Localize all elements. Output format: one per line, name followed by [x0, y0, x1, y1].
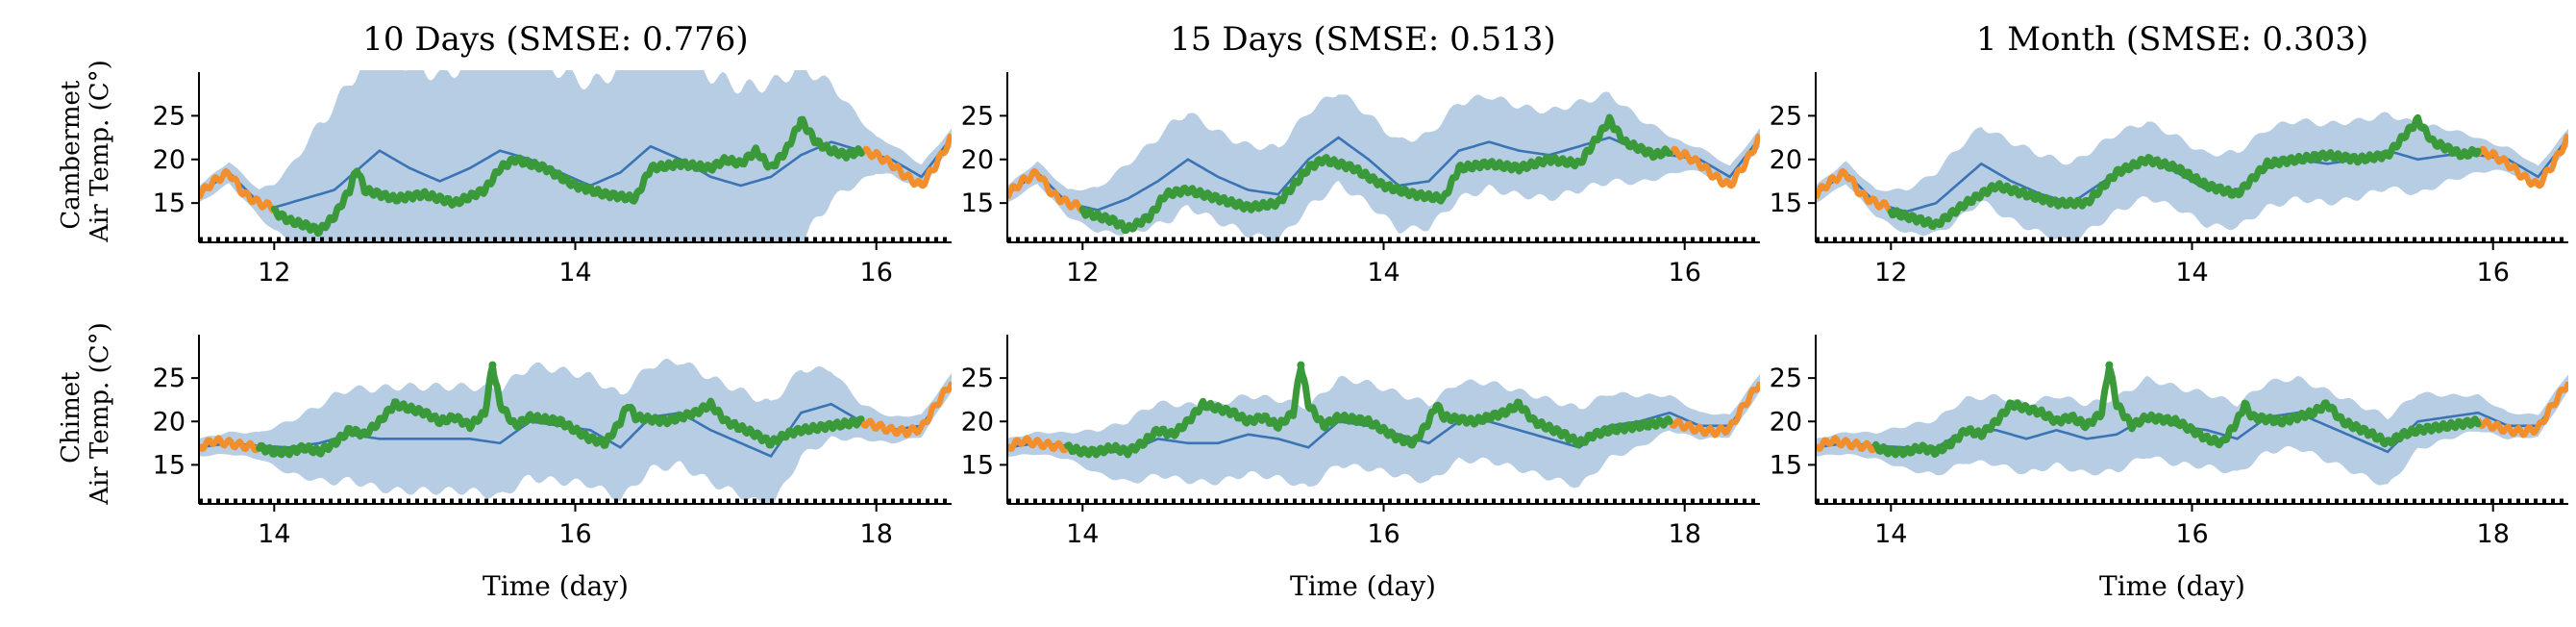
y-tick-label: 20 — [153, 145, 186, 175]
x-axis-label-col1: Time (day) — [483, 570, 629, 602]
observed-context-line — [1007, 435, 1071, 454]
observed-context-line — [1007, 167, 1084, 213]
plot-area — [199, 70, 952, 242]
panel-2: 15 20 25 12 14 16 — [961, 72, 1760, 288]
x-tick-label: 16 — [2175, 519, 2208, 549]
x-axis-label-col2: Time (day) — [1290, 570, 1436, 602]
test-data-line — [1064, 364, 1673, 459]
plot-area — [199, 359, 952, 504]
panel-5: 15 20 25 14 16 18 — [961, 335, 1760, 549]
x-tick-label: 14 — [558, 258, 591, 288]
panel-title-10-days: 10 Days (SMSE: 0.776) — [362, 20, 748, 59]
x-tick-label: 18 — [2477, 519, 2510, 549]
y-tick-label: 20 — [1770, 145, 1802, 175]
panels: 15 20 25 12 14 16 15 20 25 12 14 16 15 20 25 12 14 16 15 20… — [153, 70, 2568, 549]
row-label-cambermet: Cambermet Air Temp. (C°) — [57, 60, 114, 243]
test-data-line — [1872, 364, 2482, 459]
x-axis-label-col3: Time (day) — [2099, 570, 2245, 602]
row-label-cambermet-line1: Cambermet — [57, 80, 86, 230]
x-tick-label: 16 — [1669, 258, 1701, 288]
observed-context-line — [199, 435, 262, 454]
row-label-chimet-line1: Chimet — [57, 371, 86, 464]
y-tick-label: 25 — [961, 364, 994, 393]
observed-context-line — [2475, 381, 2568, 439]
test-data-line — [270, 115, 865, 238]
y-tick-label: 15 — [1770, 450, 1802, 480]
observed-context-line — [859, 133, 952, 189]
x-tick-label: 14 — [258, 519, 290, 549]
y-tick-label: 20 — [1770, 407, 1802, 437]
y-tick-label: 25 — [153, 364, 186, 393]
test-data-line — [1078, 113, 1673, 235]
y-tick-label: 15 — [961, 450, 994, 480]
y-tick-label: 20 — [961, 407, 994, 437]
observed-context-line — [858, 381, 952, 439]
test-data-line — [256, 363, 865, 459]
x-tick-label: 18 — [1669, 519, 1701, 549]
y-tick-label: 25 — [1770, 101, 1802, 131]
panel-4: 15 20 25 14 16 18 — [153, 335, 952, 549]
test-data-peak-point — [1297, 361, 1305, 369]
x-tick-label: 16 — [860, 258, 893, 288]
y-tick-label: 20 — [153, 407, 186, 437]
x-tick-label: 12 — [1066, 258, 1099, 288]
y-tick-label: 25 — [153, 101, 186, 131]
plot-area — [1816, 361, 2568, 486]
x-tick-label: 18 — [860, 519, 893, 549]
test-data-peak-point — [2414, 115, 2422, 124]
x-tick-label: 16 — [2477, 258, 2510, 288]
uncertainty-band — [1007, 91, 1760, 242]
y-tick-label: 15 — [153, 188, 186, 218]
row-label-chimet-line2: Air Temp. (C°) — [86, 322, 114, 506]
test-data-peak-point — [488, 361, 497, 369]
panel-1: 15 20 25 12 14 16 — [153, 70, 952, 288]
plot-area — [1007, 361, 1760, 489]
test-data-peak-point — [1605, 115, 1614, 124]
observed-context-line — [1667, 381, 1760, 439]
test-data-peak-point — [797, 115, 805, 124]
observed-context-line — [2476, 133, 2568, 189]
uncertainty-band — [199, 359, 952, 504]
observed-context-line — [1668, 133, 1760, 189]
x-tick-label: 14 — [1367, 258, 1399, 288]
y-tick-label: 15 — [153, 450, 186, 480]
y-tick-label: 25 — [1770, 364, 1802, 393]
x-tick-label: 14 — [2175, 258, 2208, 288]
panel-6: 15 20 25 14 16 18 — [1770, 335, 2568, 549]
plot-area — [1007, 91, 1760, 242]
x-tick-label: 12 — [258, 258, 290, 288]
x-tick-label: 12 — [1874, 258, 1907, 288]
y-tick-label: 15 — [961, 188, 994, 218]
test-data-peak-point — [2105, 361, 2114, 369]
x-tick-label: 14 — [1066, 519, 1099, 549]
y-tick-label: 25 — [961, 101, 994, 131]
test-data-line — [1887, 113, 2482, 230]
row-label-chimet: Chimet Air Temp. (C°) — [57, 322, 114, 506]
observed-context-line — [199, 167, 276, 213]
plot-area — [1816, 112, 2568, 242]
x-tick-label: 16 — [558, 519, 591, 549]
x-tick-label: 16 — [1367, 519, 1399, 549]
panel-title-15-days: 15 Days (SMSE: 0.513) — [1170, 20, 1555, 59]
uncertainty-band — [199, 70, 952, 242]
panel-3: 15 20 25 12 14 16 — [1770, 72, 2568, 288]
x-tick-label: 14 — [1874, 519, 1907, 549]
y-tick-label: 20 — [961, 145, 994, 175]
row-label-cambermet-line2: Air Temp. (C°) — [86, 60, 114, 243]
y-tick-label: 15 — [1770, 188, 1802, 218]
panel-title-1-month: 1 Month (SMSE: 0.303) — [1976, 20, 2368, 59]
observed-context-line — [1816, 435, 1879, 454]
observed-context-line — [1816, 167, 1893, 213]
